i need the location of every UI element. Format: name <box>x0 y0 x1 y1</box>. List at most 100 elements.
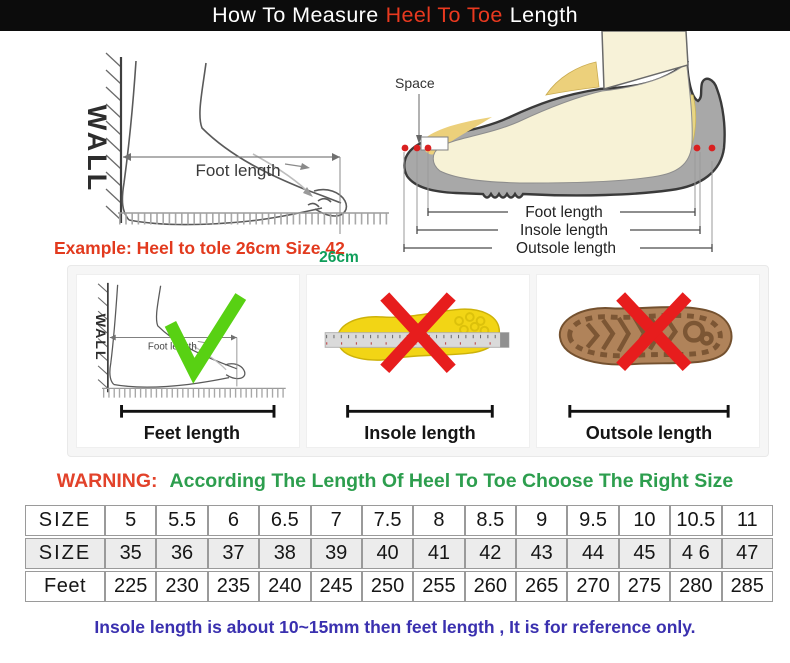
space-arrowhead-icon <box>416 135 422 144</box>
size-table: SIZE 5 5.5 6 6.5 7 7.5 8 8.5 9 9.5 10 10… <box>25 503 773 604</box>
measure-diagrams: WALL Foot length Example: Heel to tole 2… <box>0 31 790 265</box>
feet-length-panel-graphic: WALL Foot length Feet length <box>92 282 286 443</box>
outsole-lug-ring <box>567 313 723 359</box>
wall-hatching-icon <box>105 52 122 221</box>
label-backing <box>508 203 620 221</box>
size-cell: 5.5 <box>156 505 208 536</box>
size-cell: 35 <box>105 538 157 569</box>
title-banner: How To Measure Heel To Toe Length <box>0 0 790 31</box>
arch-arrowhead-icon <box>303 187 313 197</box>
measure-bracket <box>568 404 730 418</box>
size-cell: 47 <box>721 538 773 569</box>
table-row-eu-size: SIZE 35 36 37 38 39 40 41 42 43 44 45 4 … <box>25 538 773 569</box>
foot-inside <box>432 61 693 184</box>
wall-label: WALL <box>82 105 112 193</box>
title-prefix: How To Measure <box>212 3 379 27</box>
row-label: Feet <box>25 571 105 602</box>
size-cell: 245 <box>310 571 362 602</box>
size-cell: 38 <box>259 538 311 569</box>
footnote: Insole length is about 10~15mm then feet… <box>94 617 696 637</box>
wall-label: WALL <box>92 314 108 362</box>
size-cell: 4 6 <box>670 538 722 569</box>
warning-text: According The Length Of Heel To Toe Choo… <box>169 470 734 492</box>
size-cell: 5 <box>105 505 157 536</box>
row-label: SIZE <box>25 538 105 569</box>
size-cell: 255 <box>413 571 465 602</box>
size-cell: 285 <box>721 571 773 602</box>
insole-panel-graphic: Insole length <box>324 292 510 443</box>
size-cell: 240 <box>259 571 311 602</box>
measure-dots-icon <box>401 144 716 152</box>
example-text: Example: Heel to tole 26cm Size 42 <box>54 238 345 258</box>
size-cell: 260 <box>464 571 516 602</box>
cross-icon <box>380 292 456 373</box>
measure-bracket <box>120 404 276 418</box>
size-cell: 37 <box>207 538 260 569</box>
size-cell: 10 <box>618 505 671 536</box>
shoe-cross-section-diagram: Space Foot length Insole length Outsole … <box>395 31 726 257</box>
size-cell: 265 <box>516 571 568 602</box>
outsole-panel-graphic: Outsole length <box>559 292 733 443</box>
collar-lining <box>545 61 600 96</box>
size-cell: 42 <box>464 538 516 569</box>
arrow-left-icon <box>109 334 116 341</box>
warning-line: WARNING: According The Length Of Heel To … <box>0 470 790 493</box>
size-cell: 36 <box>156 538 208 569</box>
wall-foot-diagram: WALL Foot length Example: Heel to tole 2… <box>54 52 389 265</box>
size-cell: 230 <box>156 571 208 602</box>
leg <box>601 31 689 90</box>
method-panel-outsole-length: Outsole length <box>536 274 760 448</box>
title-highlight: Heel To Toe <box>385 3 503 27</box>
size-cell: 44 <box>567 538 619 569</box>
cross-icon <box>616 292 692 372</box>
size-cell: 40 <box>361 538 414 569</box>
size-cell: 11 <box>721 505 773 536</box>
shoe-outsole-length-label: Outsole length <box>516 240 616 257</box>
title-suffix: Length <box>509 3 578 27</box>
warning-prefix: WARNING: <box>56 470 158 492</box>
size-cell: 8.5 <box>464 505 516 536</box>
size-cell: 10.5 <box>670 505 722 536</box>
size-cell: 9.5 <box>567 505 619 536</box>
size-cell: 39 <box>310 538 362 569</box>
size-cell: 270 <box>567 571 619 602</box>
size-cell: 45 <box>618 538 671 569</box>
arrow-left-icon <box>123 153 131 161</box>
size-cell: 225 <box>105 571 157 602</box>
size-cell: 275 <box>618 571 671 602</box>
toe-pointer-arrowhead-icon <box>300 163 310 170</box>
method-panel-feet-length: WALL Foot length Feet length <box>76 274 300 448</box>
shoe-insole-length-label: Insole length <box>520 222 608 239</box>
method-comparison-box: WALL Foot length Feet length <box>67 265 769 457</box>
size-cell: 6 <box>207 505 260 536</box>
size-cell: 9 <box>516 505 568 536</box>
dimension-lines <box>403 208 713 252</box>
size-cell: 235 <box>207 571 260 602</box>
wall-hatching-icon <box>97 283 109 389</box>
size-cell: 6.5 <box>259 505 311 536</box>
arrow-right-icon <box>231 334 237 341</box>
panel-label: Outsole length <box>586 423 712 443</box>
check-icon <box>164 293 247 384</box>
measurement-value: 26cm <box>319 249 359 265</box>
size-cell: 280 <box>670 571 722 602</box>
size-cell: 41 <box>413 538 465 569</box>
arrow-right-icon <box>332 153 340 161</box>
label-backing <box>498 221 630 239</box>
guide-lines <box>403 152 713 248</box>
size-cell: 8 <box>413 505 465 536</box>
size-cell: 7.5 <box>361 505 414 536</box>
space-label: Space <box>395 75 435 91</box>
foot-length-label: Foot length <box>148 341 197 352</box>
table-row-feet-mm: Feet 225 230 235 240 245 250 255 260 265… <box>25 571 773 602</box>
foot-length-label: Foot length <box>195 161 280 180</box>
size-cell: 43 <box>516 538 568 569</box>
shoe-foot-length-label: Foot length <box>525 204 603 221</box>
method-panel-insole-length: Insole length <box>306 274 530 448</box>
label-backing <box>492 239 640 257</box>
panel-label: Insole length <box>364 423 475 443</box>
size-cell: 250 <box>361 571 414 602</box>
table-row-us-size: SIZE 5 5.5 6 6.5 7 7.5 8 8.5 9 9.5 10 10… <box>25 505 773 536</box>
measure-bracket <box>346 404 494 418</box>
size-cell: 7 <box>310 505 362 536</box>
